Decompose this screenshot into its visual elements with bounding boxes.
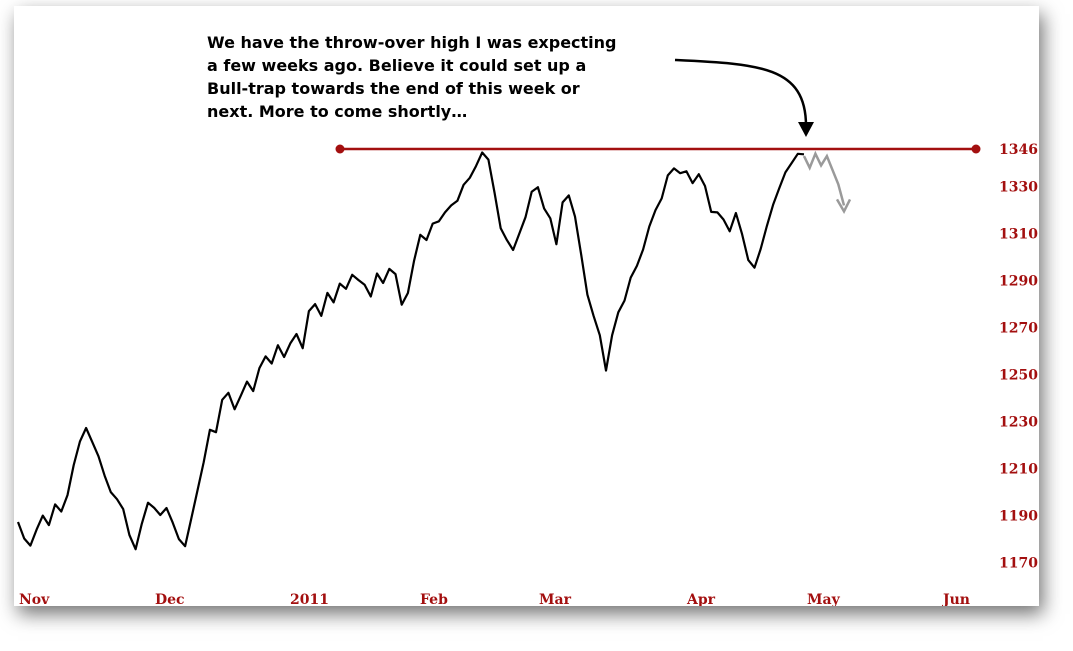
y-tick-label: 1190 [999, 509, 1038, 525]
y-tick-label: 1290 [999, 274, 1038, 290]
price-series-line [16, 151, 805, 551]
price-chart: 1346 1330 1310 1290 1270 1250 1230 1210 1190 1170… [16, 33, 1038, 606]
annotation-line: Bull-trap towards the end of this week o… [207, 79, 580, 98]
x-tick-label: Dec [155, 592, 185, 606]
resistance-right-dot [971, 144, 981, 154]
y-tick-label: 1210 [999, 462, 1038, 478]
annotation-arrow [674, 58, 808, 127]
resistance-left-dot [335, 144, 345, 154]
x-tick-label: Apr [686, 592, 716, 606]
y-tick-label: 1170 [999, 556, 1038, 572]
y-tick-label: 1230 [999, 415, 1038, 431]
chart-card: 1346 1330 1310 1290 1270 1250 1230 1210 1190 1170… [14, 6, 1039, 606]
x-tick-label: 2011 [290, 592, 329, 606]
annotation-line: a few weeks ago. Believe it could set up… [207, 56, 586, 75]
y-tick-label: 1250 [999, 368, 1038, 384]
y-tick-label: 1270 [999, 321, 1038, 337]
x-tick-label: Jun [941, 592, 970, 606]
annotation-line: We have the throw-over high I was expect… [207, 33, 617, 52]
annotation-arrowhead [798, 122, 814, 137]
x-tick-label: Mar [539, 592, 572, 606]
x-tick-label: Nov [19, 592, 50, 606]
y-tick-label: 1330 [999, 180, 1038, 196]
y-tick-label: 1346 [999, 142, 1038, 158]
annotation-line: next. More to come shortly… [207, 102, 467, 121]
x-tick-label: Feb [420, 592, 448, 606]
y-tick-label: 1310 [999, 227, 1038, 243]
projection-line [802, 150, 846, 206]
projection-arrowhead [835, 198, 852, 215]
x-tick-label: May [807, 592, 841, 606]
